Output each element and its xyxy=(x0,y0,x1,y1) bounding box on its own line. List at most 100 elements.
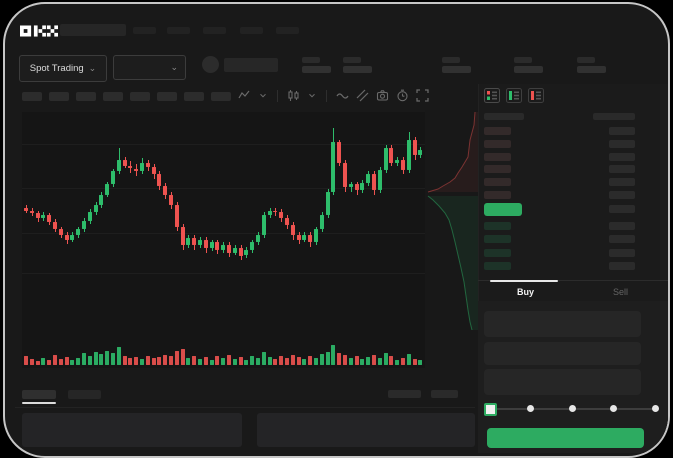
bid-row[interactable] xyxy=(478,222,668,231)
candle xyxy=(36,213,40,218)
volume-bar xyxy=(146,356,150,365)
slider-handle[interactable] xyxy=(484,403,497,416)
candle xyxy=(128,165,132,169)
candle-type-icon[interactable] xyxy=(287,89,300,102)
candle xyxy=(82,220,86,230)
book-asks-only-icon[interactable] xyxy=(528,88,544,108)
slider-stop-dot[interactable] xyxy=(651,405,659,412)
chevron-down-icon[interactable] xyxy=(258,89,268,102)
candle xyxy=(210,242,214,249)
bid-price-placeholder xyxy=(484,262,511,270)
volume-bar xyxy=(372,355,376,365)
candle xyxy=(320,214,324,230)
candle xyxy=(314,229,318,243)
bottom-action-placeholder[interactable] xyxy=(431,390,458,398)
coin-avatar xyxy=(202,56,219,73)
ask-row[interactable] xyxy=(478,165,668,174)
timeframe-button[interactable] xyxy=(211,92,231,101)
measure-ruler-icon[interactable] xyxy=(356,89,369,102)
bottom-action-placeholder[interactable] xyxy=(388,390,421,398)
toolbar-divider xyxy=(326,89,327,102)
candle xyxy=(355,184,359,191)
timeframe-button[interactable] xyxy=(130,92,150,101)
market-type-selector[interactable]: Spot Trading ⌄ xyxy=(19,55,107,82)
stat-value-placeholder xyxy=(514,66,543,73)
candle xyxy=(192,238,196,246)
slider-stop-dot[interactable] xyxy=(527,405,534,412)
ask-row[interactable] xyxy=(478,127,668,136)
volume-bar xyxy=(395,360,399,365)
bid-row[interactable] xyxy=(478,249,668,258)
brand-text-placeholder xyxy=(60,24,126,36)
stat-value-placeholder xyxy=(302,66,331,73)
nav-item-placeholder[interactable] xyxy=(133,27,156,34)
stat-label-placeholder xyxy=(514,57,532,63)
volume-bar xyxy=(227,355,231,365)
bottom-tab-indicator xyxy=(22,402,56,404)
volume-bar xyxy=(157,357,161,365)
ticker-stat xyxy=(302,57,332,73)
bid-row[interactable] xyxy=(478,262,668,271)
book-combined-icon[interactable] xyxy=(484,88,500,108)
ask-row[interactable] xyxy=(478,178,668,187)
volume-bar xyxy=(314,358,318,365)
candle xyxy=(198,239,202,246)
ask-row[interactable] xyxy=(478,191,668,200)
timeframe-button[interactable] xyxy=(49,92,69,101)
nav-item-placeholder[interactable] xyxy=(240,27,263,34)
timeframe-button[interactable] xyxy=(157,92,177,101)
bid-amount-placeholder xyxy=(609,249,635,257)
submit-buy-button[interactable] xyxy=(487,428,644,448)
timer-icon[interactable] xyxy=(396,89,409,102)
indicator-wave-icon[interactable] xyxy=(336,89,349,102)
slider-stop-dot[interactable] xyxy=(610,405,617,412)
nav-item-placeholder[interactable] xyxy=(203,27,226,34)
book-bids-only-icon[interactable] xyxy=(506,88,522,108)
pair-selector[interactable]: ⌄ xyxy=(113,55,186,80)
ask-row[interactable] xyxy=(478,153,668,162)
bottom-tab-placeholder[interactable] xyxy=(68,390,101,399)
tab-sell-label: Sell xyxy=(612,286,628,297)
volume-bar xyxy=(302,359,306,365)
slider-stop-dot[interactable] xyxy=(568,405,576,412)
gridline xyxy=(22,188,425,189)
price-field[interactable] xyxy=(484,311,641,337)
nav-item-placeholder[interactable] xyxy=(167,27,190,34)
volume-bar xyxy=(250,356,254,365)
tab-buy[interactable]: Buy xyxy=(478,280,573,302)
ask-price-placeholder xyxy=(484,191,511,199)
candle xyxy=(256,235,260,243)
timeframe-button[interactable] xyxy=(103,92,123,101)
candlestick-chart[interactable] xyxy=(22,112,425,368)
volume-bar xyxy=(163,355,167,365)
volume-bar xyxy=(308,356,312,365)
timeframe-button[interactable] xyxy=(184,92,204,101)
bid-price-placeholder xyxy=(484,249,511,257)
timeframe-button[interactable] xyxy=(22,92,42,101)
volume-bar xyxy=(169,356,173,365)
amount-field[interactable] xyxy=(484,342,641,365)
camera-icon[interactable] xyxy=(376,89,389,102)
nav-item-placeholder[interactable] xyxy=(276,27,299,34)
total-field[interactable] xyxy=(484,369,641,395)
chevron-down-icon[interactable] xyxy=(307,89,317,102)
candle xyxy=(233,248,237,253)
bottom-tab-active-placeholder[interactable] xyxy=(22,390,56,399)
ticker-stat xyxy=(343,57,373,73)
volume-bar xyxy=(94,352,98,365)
candle xyxy=(279,212,283,218)
orderbook-view-modes xyxy=(484,88,550,108)
fullscreen-icon[interactable] xyxy=(416,89,429,102)
candle xyxy=(94,204,98,212)
line-zigzag-icon[interactable] xyxy=(238,89,251,102)
timeframe-button[interactable] xyxy=(76,92,96,101)
stat-label-placeholder xyxy=(442,57,460,63)
volume-bar xyxy=(117,347,121,365)
bid-row[interactable] xyxy=(478,235,668,244)
candle xyxy=(111,171,115,185)
volume-bar xyxy=(384,353,388,365)
tab-sell[interactable]: Sell xyxy=(573,281,668,302)
volume-bar xyxy=(418,360,422,365)
ask-price-placeholder xyxy=(484,140,511,148)
ask-row[interactable] xyxy=(478,140,668,149)
